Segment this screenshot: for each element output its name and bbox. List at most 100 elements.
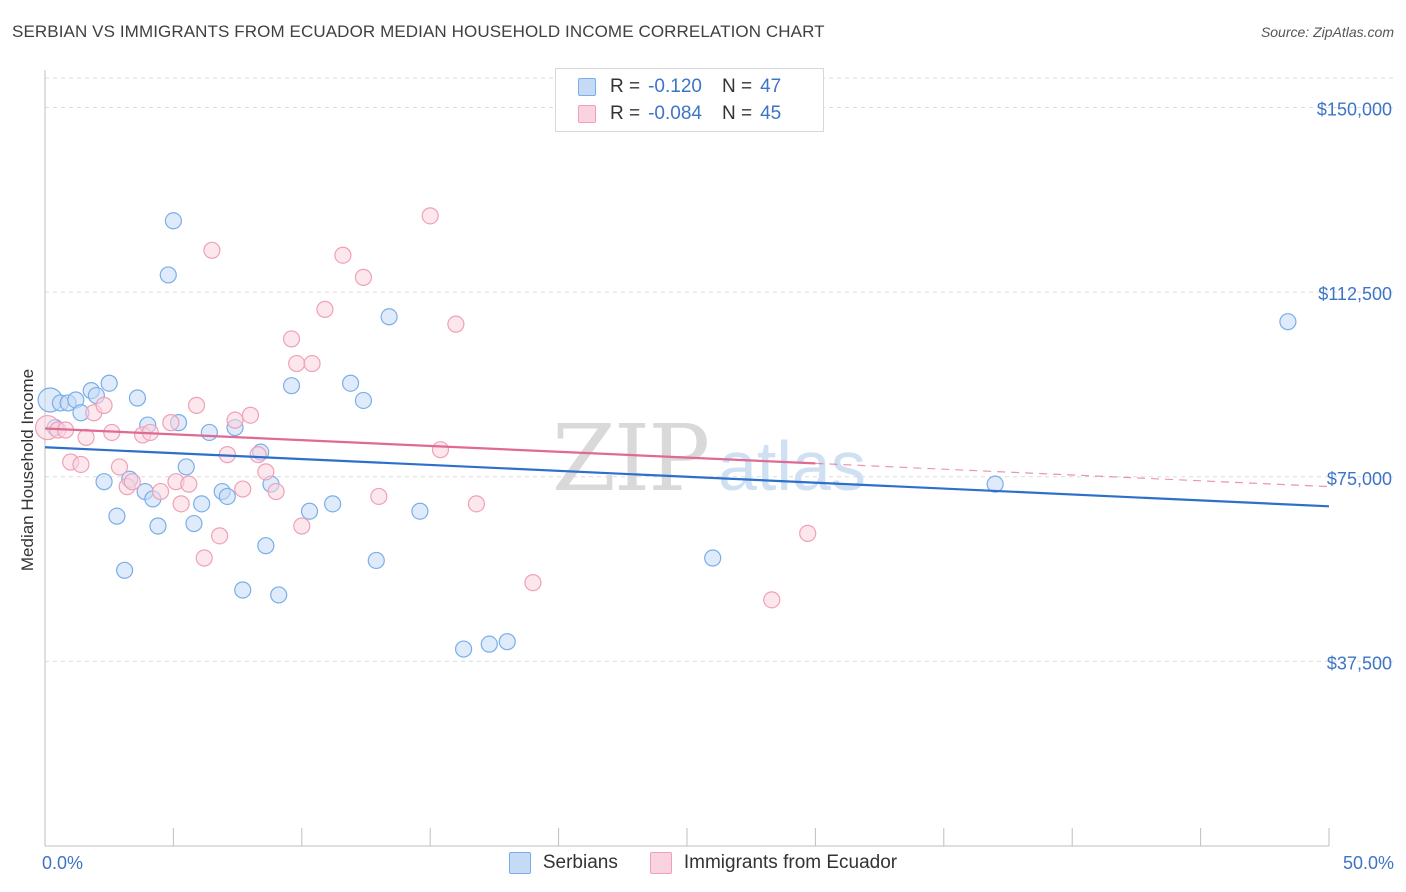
- x-tick-label: 50.0%: [1343, 853, 1394, 873]
- y-tick-label: $112,500: [1318, 284, 1392, 304]
- serbians-point: [200, 423, 218, 442]
- ecuador-point: [226, 411, 244, 429]
- ecuador-point: [431, 441, 450, 459]
- ecuador-point: [293, 517, 311, 535]
- ecuador-point: [241, 406, 260, 424]
- ecuador-point: [195, 549, 213, 567]
- legend-label-serbians: Serbians: [542, 852, 618, 873]
- serbians-point: [218, 487, 236, 506]
- y-tick-labels: $37,500 $75,000 $112,500 $150,000: [1317, 100, 1392, 674]
- ecuador-point: [447, 315, 465, 333]
- ecuador-point: [162, 414, 180, 432]
- ecuador-swatch: [578, 105, 596, 123]
- ecuador-point: [288, 354, 306, 373]
- serbians-point: [704, 549, 722, 567]
- ecuador-point: [316, 300, 334, 318]
- trend-lines: [44, 427, 1330, 508]
- serbians-point: [95, 473, 113, 491]
- ecuador-point: [172, 495, 190, 513]
- serbians-point: [234, 581, 252, 599]
- r-value: -0.084: [648, 103, 702, 124]
- serbians-point: [341, 374, 360, 392]
- serbians-point: [380, 308, 398, 326]
- serbians-point: [116, 561, 134, 579]
- ecuador-point: [467, 495, 486, 513]
- x-tick-label: 0.0%: [42, 853, 83, 873]
- legend-item-ecuador[interactable]: Immigrants from Ecuador: [649, 852, 898, 874]
- ecuador-point: [799, 524, 817, 542]
- n-label: N =: [721, 103, 753, 124]
- ecuador-point: [421, 207, 439, 225]
- serbians-point: [149, 517, 167, 535]
- ecuador-point: [110, 458, 129, 476]
- r-label: R =: [610, 76, 641, 97]
- ecuador-point: [234, 480, 252, 498]
- serbians-point: [454, 640, 473, 658]
- serbians-point: [193, 495, 211, 513]
- serbians-point: [177, 458, 195, 476]
- ecuador-point: [763, 591, 781, 609]
- ecuador-point: [77, 428, 95, 446]
- axes: [44, 70, 1330, 847]
- x-tick-labels: 0.0% 50.0%: [42, 853, 1394, 873]
- n-value: 47: [760, 76, 782, 97]
- serbians-point: [1279, 313, 1297, 331]
- serbians-point: [354, 391, 373, 410]
- serbians-point: [367, 551, 385, 570]
- serbians-point: [411, 502, 429, 520]
- serbians-point: [324, 495, 342, 513]
- serbians-trend-line: [44, 446, 1330, 508]
- series-legend: Serbians Immigrants from Ecuador: [0, 852, 1406, 874]
- ecuador-point: [282, 330, 301, 348]
- serbians-point: [164, 212, 182, 230]
- ecuador-point: [370, 487, 388, 506]
- r-label: R =: [610, 103, 641, 124]
- chart-title: SERBIAN VS IMMIGRANTS FROM ECUADOR MEDIA…: [12, 22, 825, 41]
- serbians-point: [100, 374, 118, 392]
- ecuador-point: [249, 446, 267, 464]
- ecuador-point: [524, 574, 542, 592]
- data-points: [34, 207, 1297, 658]
- ecuador-point: [95, 396, 113, 414]
- ecuador-point: [203, 241, 221, 259]
- serbians-swatch: [508, 852, 531, 874]
- y-tick-label: $75,000: [1327, 469, 1392, 489]
- chart-source: Source: ZipAtlas.com: [1260, 24, 1394, 40]
- ecuador-point: [180, 475, 198, 493]
- serbians-point: [986, 475, 1004, 493]
- serbians-point: [159, 266, 177, 284]
- ecuador-swatch: [649, 852, 672, 874]
- n-label: N =: [721, 76, 753, 97]
- ecuador-point: [211, 527, 229, 545]
- ecuador-point: [303, 354, 321, 373]
- serbians-swatch: [578, 78, 596, 96]
- ecuador-point: [267, 482, 285, 501]
- gridlines: [45, 77, 1395, 662]
- y-tick-label: $37,500: [1327, 653, 1392, 673]
- ecuador-point: [187, 396, 206, 414]
- n-value: 45: [760, 103, 782, 124]
- serbians-point: [300, 502, 319, 520]
- legend-row-serbians: R = -0.120 N = 47: [578, 74, 781, 100]
- ecuador-point: [72, 455, 90, 474]
- serbians-point: [128, 389, 147, 407]
- ecuador-trend-line-extension: [815, 462, 1330, 488]
- serbians-point: [108, 507, 126, 525]
- ecuador-trend-line: [44, 427, 816, 465]
- legend-item-serbians[interactable]: Serbians: [508, 852, 618, 874]
- serbians-point: [480, 635, 498, 653]
- y-tick-label: $150,000: [1317, 100, 1392, 120]
- legend-label-ecuador: Immigrants from Ecuador: [683, 852, 898, 873]
- ecuador-point: [123, 473, 141, 491]
- ecuador-point: [354, 268, 373, 286]
- ecuador-point: [151, 482, 170, 501]
- serbians-point: [498, 633, 516, 651]
- serbians-point: [185, 514, 203, 533]
- r-value: -0.120: [648, 76, 702, 97]
- serbians-point: [282, 377, 301, 395]
- correlation-legend: R = -0.120 N = 47 R = -0.084 N = 45: [555, 68, 824, 132]
- serbians-point: [270, 586, 288, 604]
- ecuador-point: [257, 463, 275, 481]
- serbians-point: [257, 537, 275, 555]
